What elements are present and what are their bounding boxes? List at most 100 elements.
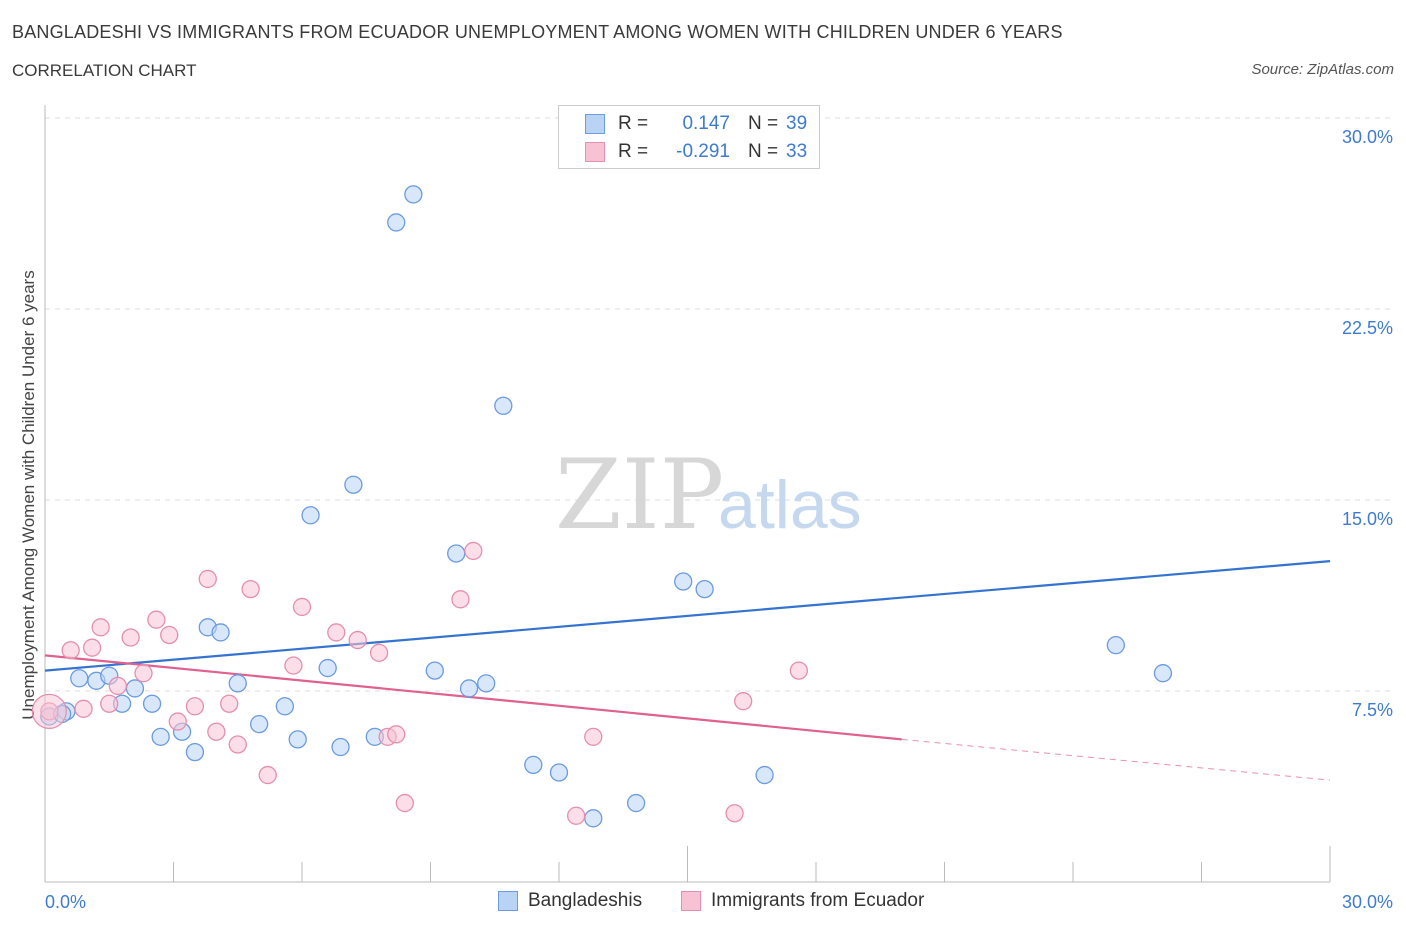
ecuador-point bbox=[241, 579, 260, 599]
legend-row-bangladeshis: R = 0.147 N = 39 bbox=[585, 111, 807, 137]
ecuador-trend-line bbox=[44, 654, 902, 741]
y-tick-label: 7.5% bbox=[1352, 700, 1393, 720]
bangladeshi-point bbox=[626, 793, 646, 813]
bangladeshi-point bbox=[425, 661, 444, 680]
bangladeshi-point bbox=[549, 763, 569, 782]
ecuador-point bbox=[584, 727, 603, 746]
ecuador-point bbox=[228, 735, 247, 754]
ecuador-point bbox=[284, 656, 303, 675]
x-tick-label: 30.0% bbox=[1342, 892, 1393, 912]
bangladeshi-point bbox=[459, 679, 479, 698]
bangladeshi-point bbox=[494, 396, 513, 415]
ecuador-point bbox=[734, 692, 753, 711]
ecuador-point bbox=[207, 722, 226, 741]
chart-title: BANGLADESHI VS IMMIGRANTS FROM ECUADOR U… bbox=[12, 22, 1063, 42]
ecuador-point bbox=[348, 630, 367, 650]
legend-item-ecuador[interactable]: Immigrants from Ecuador bbox=[681, 890, 924, 912]
ecuador-point bbox=[61, 641, 80, 660]
watermark-zip: ZIP bbox=[555, 439, 724, 551]
n-value: 39 bbox=[786, 113, 808, 134]
r-label: R = bbox=[618, 113, 649, 134]
r-label: R = bbox=[618, 141, 649, 162]
n-value: 33 bbox=[786, 141, 808, 162]
stats-legend: R = 0.147 N = 39 R = -0.291 N = 33 bbox=[558, 105, 820, 169]
ecuador-point bbox=[185, 697, 205, 716]
r-value: -0.291 bbox=[676, 141, 730, 162]
bangladeshi-point bbox=[1106, 636, 1125, 655]
bangladeshi-point bbox=[275, 697, 295, 716]
ecuador-point bbox=[121, 628, 140, 647]
ecuador-point bbox=[451, 590, 470, 609]
ecuador-point bbox=[369, 643, 389, 662]
bangladeshi-point bbox=[755, 765, 774, 785]
bangladeshi-point bbox=[695, 579, 714, 599]
y-tick-label: 22.5% bbox=[1342, 318, 1393, 338]
x-tick-label: 0.0% bbox=[45, 892, 86, 912]
bangladeshi-point bbox=[211, 623, 230, 642]
bangladeshi-point bbox=[70, 669, 89, 688]
bangladeshi-trend-line bbox=[44, 560, 1331, 672]
bangladeshi-point bbox=[142, 694, 162, 713]
chart-subtitle: CORRELATION CHART bbox=[12, 61, 197, 80]
axes bbox=[44, 105, 1331, 883]
bangladeshi-point bbox=[331, 737, 350, 757]
legend-swatch-pink bbox=[681, 891, 701, 911]
ecuador-point bbox=[100, 694, 119, 713]
bangladeshi-point bbox=[301, 506, 320, 525]
ecuador-point bbox=[789, 661, 809, 680]
ecuador-point bbox=[147, 610, 166, 629]
ecuador-point bbox=[160, 625, 179, 645]
watermark-atlas: atlas bbox=[718, 467, 862, 543]
bangladeshi-point bbox=[250, 714, 269, 734]
data-points bbox=[31, 185, 1173, 828]
y-tick-labels: 7.5% 15.0% 22.5% 30.0% bbox=[1342, 127, 1393, 720]
ecuador-point bbox=[220, 694, 239, 713]
ecuador-point bbox=[198, 569, 217, 589]
ecuador-point bbox=[74, 699, 93, 718]
legend-swatch-pink bbox=[585, 142, 605, 162]
x-tick-labels: 0.0% 30.0% bbox=[45, 892, 1393, 912]
bangladeshi-point bbox=[387, 213, 406, 232]
bangladeshi-point bbox=[151, 727, 170, 746]
bangladeshi-point bbox=[125, 679, 145, 698]
grid-lines bbox=[45, 117, 1395, 692]
ecuador-cluster-point bbox=[31, 693, 67, 729]
y-tick-label: 15.0% bbox=[1342, 509, 1393, 529]
n-label: N = bbox=[748, 141, 779, 162]
ecuador-point bbox=[82, 638, 102, 657]
bangladeshi-point bbox=[524, 755, 543, 775]
bangladeshi-point bbox=[1153, 664, 1173, 683]
y-tick-label: 30.0% bbox=[1342, 127, 1393, 147]
ecuador-point bbox=[91, 618, 110, 637]
ecuador-point bbox=[168, 712, 187, 731]
r-value: 0.147 bbox=[682, 113, 730, 134]
ecuador-trend-line bbox=[901, 738, 1331, 781]
legend-label: Immigrants from Ecuador bbox=[711, 890, 925, 911]
bangladeshi-point bbox=[674, 572, 693, 591]
source-label: Source: ZipAtlas.com bbox=[1251, 61, 1394, 78]
bangladeshi-point bbox=[477, 674, 496, 693]
bangladeshi-point bbox=[344, 475, 363, 494]
ecuador-point bbox=[258, 765, 277, 785]
legend-swatch-blue bbox=[585, 114, 605, 134]
ecuador-point bbox=[464, 541, 483, 561]
bangladeshi-point bbox=[185, 742, 205, 762]
ecuador-point bbox=[134, 664, 153, 683]
legend-label: Bangladeshis bbox=[528, 890, 643, 911]
legend-item-bangladeshis[interactable]: Bangladeshis bbox=[498, 890, 642, 912]
ecuador-point bbox=[387, 725, 406, 744]
ecuador-point bbox=[566, 806, 586, 825]
bangladeshi-point bbox=[404, 185, 423, 204]
trend-lines bbox=[44, 560, 1331, 781]
bangladeshi-point bbox=[288, 730, 307, 749]
bangladeshi-point bbox=[318, 658, 337, 678]
ecuador-point bbox=[327, 623, 346, 642]
ecuador-point bbox=[725, 804, 744, 823]
legend-swatch-blue bbox=[498, 891, 518, 911]
ecuador-point bbox=[395, 793, 414, 813]
n-label: N = bbox=[748, 113, 779, 134]
ecuador-point bbox=[292, 597, 312, 617]
ecuador-point bbox=[108, 676, 127, 696]
bangladeshi-point bbox=[447, 544, 466, 563]
